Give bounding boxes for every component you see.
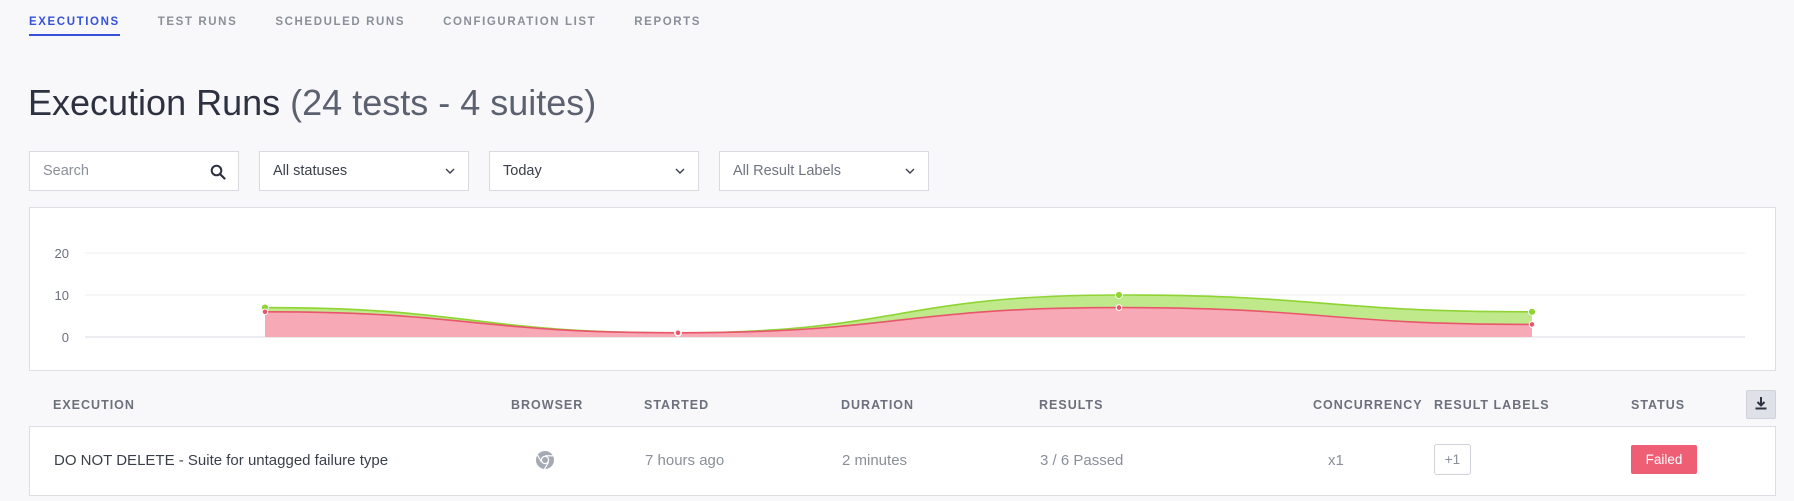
failed-area [265,307,1532,337]
failed-line [264,306,1533,334]
search-icon[interactable] [210,164,226,184]
result-labels-select[interactable]: All Result Labels [719,151,929,191]
passed-line [264,294,1533,334]
failed-point[interactable] [1115,304,1123,311]
tab-test-runs[interactable]: TEST RUNS [157,16,238,28]
concurrency-value: x1 [1328,452,1344,469]
download-button[interactable] [1746,390,1776,419]
passed-point[interactable] [1528,307,1536,316]
table-row[interactable]: DO NOT DELETE - Suite for untagged failu… [29,426,1776,496]
executions-table: EXECUTION BROWSER STARTED DURATION RESUL… [29,390,1776,496]
filter-bar: All statuses Today All Result Labels [29,151,929,191]
status-badge: Failed [1631,445,1697,474]
tab-configuration-list[interactable]: CONFIGURATION LIST [443,16,597,28]
col-concurrency[interactable]: CONCURRENCY [1313,398,1423,412]
y-tick-label: 20 [55,246,69,261]
failed-point[interactable] [1528,321,1536,328]
result-labels-pill[interactable]: +1 [1434,444,1471,475]
col-browser[interactable]: BROWSER [511,398,584,412]
status-select-value: All statuses [273,163,348,179]
search-box [29,151,239,191]
chevron-down-icon [444,164,456,182]
col-result-labels[interactable]: RESULT LABELS [1434,398,1550,412]
result-labels-select-value: All Result Labels [733,163,841,179]
top-tabs: EXECUTIONS TEST RUNS SCHEDULED RUNS CONF… [29,16,701,36]
executions-chart: 20 10 0 [29,207,1776,371]
col-started[interactable]: STARTED [644,398,710,412]
col-duration[interactable]: DURATION [841,398,915,412]
chrome-icon [535,450,555,474]
failed-point[interactable] [261,308,269,316]
col-execution[interactable]: EXECUTION [53,398,135,412]
chevron-down-icon [674,164,686,182]
chevron-down-icon [904,164,916,182]
page-title-text: Execution Runs [28,82,281,123]
duration-value: 2 minutes [842,452,908,469]
chart-svg: 20 10 0 [55,246,1745,345]
y-tick-label: 0 [62,330,69,345]
y-tick-label: 10 [55,288,69,303]
download-icon [1754,396,1768,413]
execution-name[interactable]: DO NOT DELETE - Suite for untagged failu… [54,452,389,469]
tab-scheduled-runs[interactable]: SCHEDULED RUNS [275,16,406,28]
date-select-value: Today [503,163,542,179]
status-select[interactable]: All statuses [259,151,469,191]
search-input[interactable] [43,163,193,179]
passed-point[interactable] [1115,291,1123,299]
tab-reports[interactable]: REPORTS [634,16,702,28]
date-select[interactable]: Today [489,151,699,191]
page-subtitle: (24 tests - 4 suites) [290,82,597,123]
started-value: 7 hours ago [645,452,725,469]
table-header: EXECUTION BROWSER STARTED DURATION RESUL… [29,390,1776,426]
col-results[interactable]: RESULTS [1039,398,1104,412]
results-value: 3 / 6 Passed [1040,452,1124,469]
page-title: Execution Runs (24 tests - 4 suites) [28,82,596,124]
failed-point[interactable] [674,329,682,337]
col-status[interactable]: STATUS [1631,398,1686,412]
tab-executions[interactable]: EXECUTIONS [29,16,120,36]
